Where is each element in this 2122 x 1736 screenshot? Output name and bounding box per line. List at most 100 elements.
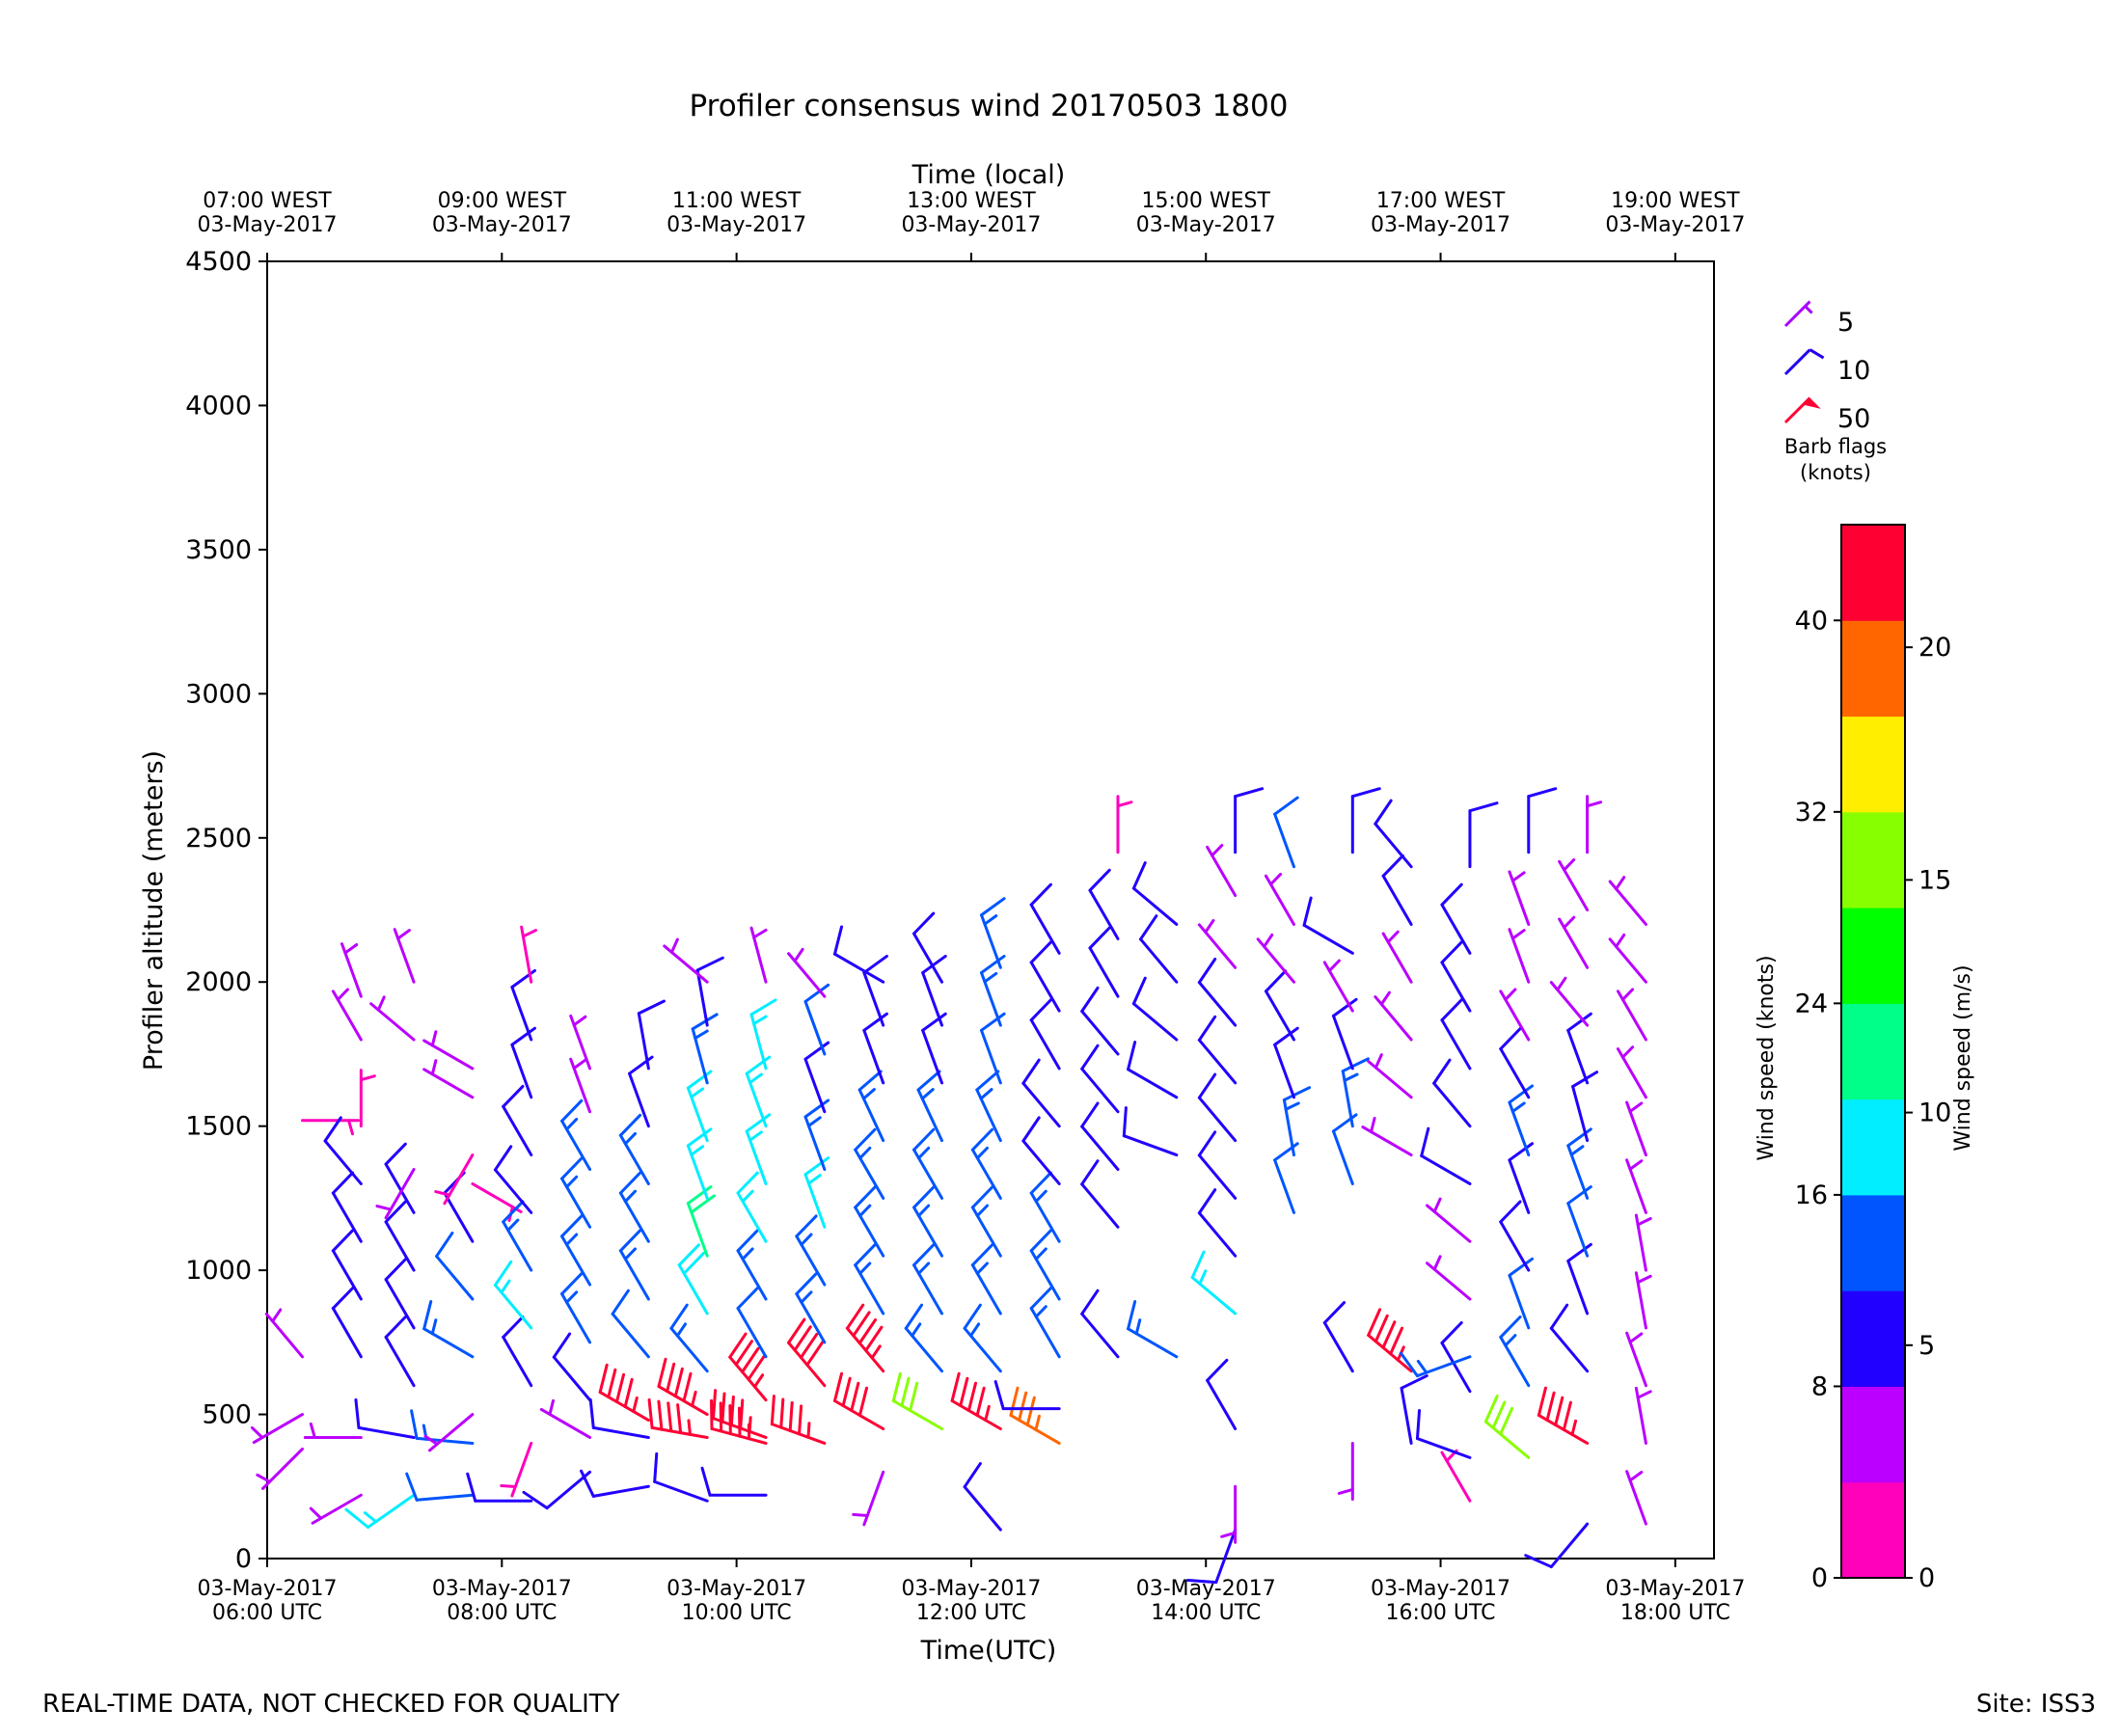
barb-full: [795, 1214, 818, 1238]
colorbar-knots-label: 0: [1811, 1563, 1828, 1593]
barb-half: [500, 1484, 517, 1489]
wind-barb: [1131, 861, 1179, 926]
chart-title: Profiler consensus wind 20170503 1800: [690, 89, 1289, 123]
wind-barb: [1483, 1395, 1531, 1459]
barb-staff: [832, 952, 885, 984]
wind-barb: [1558, 857, 1590, 911]
wind-barb: [700, 1466, 768, 1497]
barb-half: [800, 1290, 813, 1304]
barb-full: [1499, 1316, 1522, 1339]
barb-full: [510, 1026, 536, 1046]
wind-barb: [787, 947, 827, 998]
barb-full: [522, 1490, 549, 1510]
barb-full: [384, 1316, 407, 1339]
barb-staff: [1571, 1085, 1590, 1143]
wind-barbs: [250, 787, 1652, 1585]
wind-barb: [1190, 1250, 1238, 1316]
barb-full: [1566, 1242, 1592, 1262]
barb-full: [959, 1376, 969, 1407]
barb-full: [435, 1231, 454, 1259]
barb-full: [1029, 1287, 1052, 1311]
barb-full: [676, 1403, 683, 1435]
barb-full: [1440, 940, 1463, 964]
wind-barb: [862, 1012, 888, 1085]
barb-half: [1432, 1197, 1442, 1213]
wind-barb: [1374, 799, 1413, 869]
legend-barb-staff: [1783, 300, 1811, 328]
barb-half: [691, 1390, 697, 1408]
wind-barb: [1499, 988, 1531, 1042]
barb-full: [1029, 1229, 1052, 1253]
wind-barb: [862, 954, 888, 1027]
wind-barb: [1220, 1484, 1238, 1544]
barb-full: [682, 1251, 705, 1275]
barb-full: [1400, 1374, 1428, 1390]
barb-half: [565, 1233, 579, 1246]
barb-full: [560, 1272, 584, 1296]
barb-staff: [552, 1355, 592, 1402]
barb-full: [1440, 1320, 1463, 1344]
barb-half: [852, 1512, 869, 1517]
wind-barb: [637, 999, 666, 1071]
wind-barb: [510, 1026, 536, 1099]
wind-barb: [854, 1185, 885, 1258]
wind-barb: [1302, 896, 1354, 955]
barb-legend-label: 5: [1837, 308, 1854, 338]
barb-full: [909, 1381, 919, 1412]
barb-full: [323, 1116, 342, 1143]
wind-barb: [618, 1171, 650, 1243]
barb-full: [1524, 1554, 1553, 1569]
colorbar-band: [1841, 1290, 1905, 1387]
barb-half: [1337, 1487, 1354, 1495]
wind-barb: [980, 954, 1006, 1027]
barb-full: [980, 954, 1006, 975]
wind-barb: [1566, 1127, 1592, 1200]
wind-barb: [331, 1171, 363, 1243]
x-tick-label-date: 03-May-2017: [667, 1577, 806, 1601]
wind-barb: [852, 1470, 885, 1527]
colorbar-frame: [1840, 524, 1906, 1579]
y-tick-label: 2500: [185, 824, 252, 854]
wind-barb: [1440, 998, 1472, 1071]
barb-full: [647, 1397, 654, 1429]
barb-staff: [415, 1493, 475, 1502]
barb-staff: [1080, 1010, 1120, 1056]
barb-half: [375, 1205, 393, 1211]
wind-barb: [1527, 787, 1558, 854]
barb-full: [331, 1287, 355, 1311]
barb-full: [686, 1185, 713, 1206]
barb-full: [1350, 787, 1381, 799]
barb-full: [1399, 1351, 1419, 1378]
barb-full: [712, 1389, 718, 1421]
barb-half: [572, 1058, 587, 1071]
wind-barb: [1432, 1058, 1472, 1128]
barb-full: [1127, 1300, 1137, 1331]
barb-full: [422, 1300, 433, 1331]
barb-staff: [1021, 1081, 1061, 1128]
wind-barb: [891, 1371, 944, 1430]
barb-legend-title-line1: Barb flags: [1784, 435, 1887, 458]
barb-full: [1080, 1288, 1100, 1316]
barb-full: [560, 1099, 584, 1123]
wind-barb: [845, 1303, 885, 1373]
barb-full: [857, 1070, 883, 1092]
wind-barb: [520, 925, 537, 984]
colorbar-band: [1841, 716, 1905, 813]
wind-barb: [1234, 787, 1265, 854]
barb-half: [1636, 1274, 1652, 1285]
barb-full: [1029, 882, 1052, 907]
barb-staff: [1264, 990, 1295, 1042]
y-tick-label: 1500: [185, 1112, 252, 1142]
y-tick-label: 0: [235, 1544, 252, 1574]
barb-full: [1381, 854, 1404, 878]
barb-half: [800, 1233, 813, 1246]
barb-full: [1499, 1406, 1514, 1436]
barb-full: [770, 1395, 775, 1426]
wind-barb: [1350, 787, 1381, 854]
top-tick-label-time: 15:00 WEST: [1142, 189, 1271, 213]
wind-barb: [1440, 1449, 1472, 1503]
wind-barb: [1549, 976, 1590, 1027]
barb-half: [1563, 915, 1576, 930]
wind-barb: [344, 1493, 416, 1530]
barb-full: [580, 1469, 595, 1498]
